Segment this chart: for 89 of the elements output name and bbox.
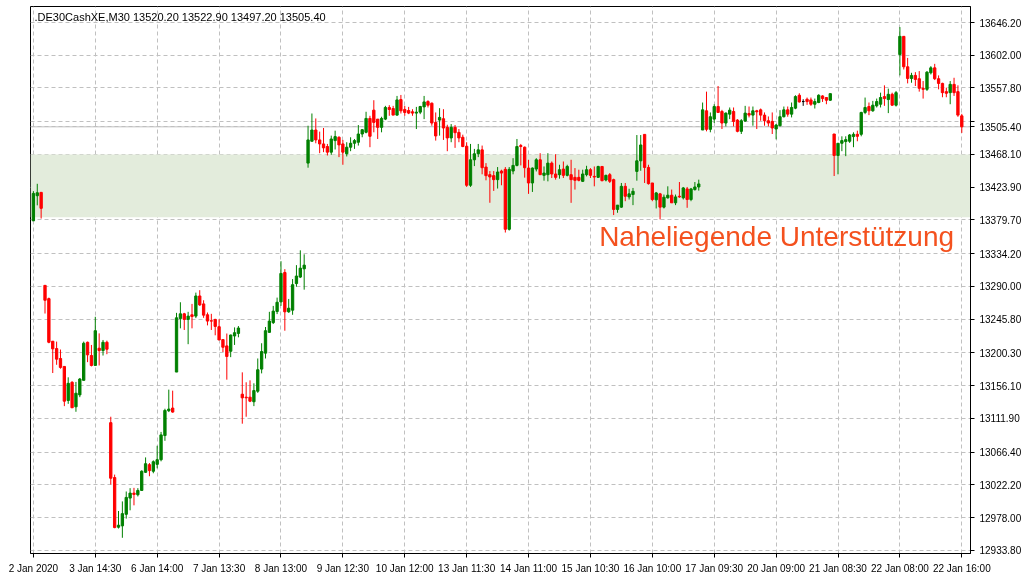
- y-tick-label: 13156.10: [979, 380, 1022, 392]
- y-tick-label: 13646.20: [979, 17, 1022, 29]
- y-tick-label: 13022.20: [979, 479, 1022, 491]
- candlestick: [619, 182, 624, 209]
- y-tick-label: 13602.00: [979, 50, 1022, 62]
- candlestick: [449, 123, 453, 143]
- x-tick-label: 9 Jan 12:30: [316, 562, 370, 574]
- x-tick-label: 13 Jan 11:30: [438, 562, 496, 574]
- candlestick: [898, 26, 902, 76]
- x-tick-label: 2 Jan 2020: [8, 562, 59, 574]
- candlestick: [747, 106, 751, 118]
- x-tick-label: 10 Jan 12:00: [375, 562, 435, 574]
- y-tick-label: 13379.70: [979, 214, 1022, 226]
- candlestick: [225, 333, 229, 381]
- candlestick: [395, 95, 399, 117]
- candlestick: [39, 191, 43, 220]
- x-tick-label: 8 Jan 13:00: [254, 562, 308, 574]
- candlestick: [925, 70, 929, 92]
- candlestick: [704, 91, 709, 132]
- y-tick-label: 13200.30: [979, 347, 1022, 359]
- candlestick: [74, 381, 78, 413]
- candlestick: [171, 390, 175, 414]
- candlestick: [635, 134, 639, 182]
- candlestick: [720, 109, 724, 130]
- candlestick: [329, 135, 333, 156]
- x-tick-label: 16 Jan 10:00: [623, 562, 682, 574]
- candlestick: [437, 107, 442, 137]
- y-tick-label: 13066.40: [979, 447, 1022, 459]
- band-label: Naheliegende Unterstützung: [599, 221, 955, 253]
- candlestick: [948, 80, 952, 105]
- candlestick: [631, 187, 635, 206]
- candlestick: [658, 192, 662, 220]
- candlestick: [546, 152, 550, 182]
- candlestick: [840, 135, 844, 152]
- candlestick: [190, 303, 194, 329]
- candlestick: [321, 127, 326, 153]
- x-tick-label: 22 Jan 16:00: [932, 562, 992, 574]
- candlestick: [453, 124, 457, 149]
- candlestick: [302, 253, 306, 291]
- candlestick: [54, 341, 59, 366]
- candlestick: [770, 111, 774, 135]
- candlestick: [422, 95, 426, 120]
- candlestick: [592, 165, 596, 187]
- y-tick-label: 13468.10: [979, 149, 1022, 161]
- candlestick: [341, 139, 345, 166]
- x-tick-label: 14 Jan 11:00: [500, 562, 558, 574]
- x-tick-label: 15 Jan 10:30: [561, 562, 620, 574]
- candlestick: [519, 143, 523, 166]
- candlestick: [844, 135, 848, 157]
- candlestick: [751, 106, 755, 127]
- x-tick-label: 7 Jan 13:30: [192, 562, 246, 574]
- y-tick-label: 13334.20: [979, 248, 1022, 260]
- y-tick-label: 13245.80: [979, 314, 1022, 326]
- y-tick-label: 12933.80: [979, 545, 1022, 557]
- candlestick: [700, 102, 705, 131]
- candlestick: [97, 332, 101, 366]
- candlestick: [832, 133, 836, 177]
- candlestick: [685, 186, 689, 209]
- y-tick-label: 13557.80: [979, 83, 1022, 94]
- y-tick-label: 13423.90: [979, 182, 1022, 194]
- candlestick: [194, 292, 198, 319]
- candlestick: [441, 108, 446, 141]
- candlestick: [306, 125, 310, 169]
- x-tick-label: 3 Jan 14:30: [69, 562, 122, 574]
- candlestick: [399, 94, 403, 114]
- candlestick: [66, 376, 70, 405]
- candlestick: [623, 182, 627, 202]
- y-tick-label: 13290.00: [979, 281, 1022, 293]
- candlestick: [538, 152, 542, 176]
- candlestick: [229, 334, 233, 358]
- y-tick-label: 13111.90: [979, 413, 1021, 425]
- x-tick-label: 21 Jan 08:30: [809, 562, 868, 574]
- x-tick-label: 20 Jan 09:00: [747, 562, 806, 574]
- candlestick: [805, 97, 809, 106]
- candlestick: [318, 131, 322, 154]
- chart-title: .DE30CashXE,M30 13520.20 13522.90 13497.20 13505.40: [34, 10, 326, 23]
- candlestick: [186, 311, 190, 345]
- candlestick: [886, 88, 890, 114]
- x-tick-label: 6 Jan 14:00: [131, 562, 184, 574]
- x-tick-label: 22 Jan 08:00: [870, 562, 930, 574]
- candlestick: [132, 487, 136, 506]
- candlestick: [569, 159, 573, 204]
- ref-line-label: 13505.40: [979, 121, 1022, 133]
- y-tick-label: 12978.00: [979, 512, 1022, 524]
- x-tick-label: 17 Jan 09:30: [685, 562, 744, 574]
- candlestick: [294, 264, 299, 288]
- candlestick: [356, 124, 360, 147]
- candlestick: [867, 102, 871, 116]
- candlestick: [240, 371, 244, 425]
